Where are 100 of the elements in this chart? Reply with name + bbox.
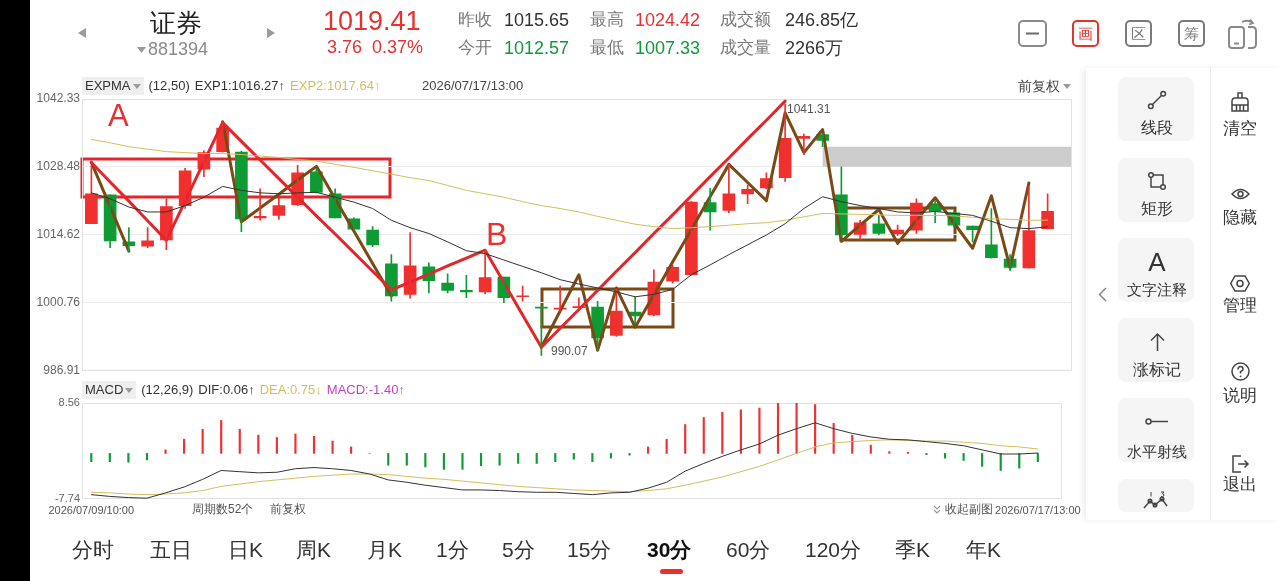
text: 画 [1072,20,1099,47]
text: 矩形 [1141,200,1173,217]
bar [721,411,724,454]
text: 说明 [1223,386,1257,405]
text: 五日 [150,538,192,561]
text: DIF:0.06↑ [198,382,255,398]
y-tick-label: -7.74 [54,492,80,505]
text: 最低 [590,38,624,57]
text: 最高 [590,10,624,29]
bar [164,449,167,454]
bar [275,437,278,454]
text: 2266万 [785,38,844,58]
text: 1024.42 [635,10,701,30]
text: 涨标记 [1133,361,1181,378]
text: 1019.41 [323,6,421,36]
annotation: 1041.31 [787,102,831,116]
text: 管理 [1223,296,1257,315]
bar [424,453,427,468]
text: 分时 [72,538,114,561]
legend-title: EXPMA [85,78,131,94]
text: MACD:-1.40↑ [326,382,405,398]
text: 水平射线 [1127,443,1187,460]
text: EXP2:1017.64↑ [290,78,381,94]
bar [981,453,984,467]
bar [776,403,780,454]
text: 文字注释 [1127,281,1187,298]
text: 0.37% [372,37,424,57]
annotation: 990.07 [551,344,588,358]
text: 证券 [150,8,202,38]
bar [442,453,445,470]
bar [127,453,130,463]
text: 筹 [1178,20,1205,47]
bar [795,403,798,454]
y-tick-label: 1000.76 [36,295,81,310]
bar [387,453,390,466]
bar [145,453,149,461]
text: 1012.57 [504,38,570,58]
bar [183,438,186,454]
text: 2026/07/17/13:00 [422,78,524,93]
bar [684,424,687,454]
text: DEA:0.75↓ [259,382,322,398]
text: 1分 [436,538,469,561]
bar [628,453,631,456]
bar [888,451,891,454]
y-tick-label: 986.91 [43,363,81,378]
text: 季K [895,538,931,561]
bar [201,428,204,454]
text: 收起副图 [945,502,993,516]
annotation: B [486,216,508,252]
annotation: A [108,98,129,133]
bar [479,453,483,467]
text: 年K [966,538,1002,561]
bar [350,446,353,454]
text: 清空 [1223,119,1257,138]
text: (12,26,9) [141,382,194,398]
text: 周期数52个 [192,502,254,516]
bar [572,453,575,460]
bar [758,407,761,454]
text: 昨收 [458,10,492,29]
bar [517,453,520,464]
bar [591,453,594,462]
bar [647,446,650,454]
bar [554,453,557,462]
text: 线段 [1141,119,1173,136]
bar [238,428,241,454]
bar [702,417,705,454]
text: 1015.65 [504,10,570,30]
text: (12,50) [148,78,190,94]
text: 区 [1125,20,1152,47]
y-tick-label: 1028.48 [36,159,81,174]
bar [294,433,297,454]
text: 30分 [647,538,692,561]
text: 成交额 [720,10,771,29]
text: 前复权 [1018,78,1060,94]
text: 前复权 [270,502,306,516]
bar [312,436,316,454]
text: 周K [296,538,332,561]
bar [257,434,260,454]
bar [665,438,668,454]
bar [498,453,501,466]
bar [90,453,93,462]
y-tick-label: 1042.33 [36,91,81,106]
text: 1007.33 [635,38,701,58]
bar [405,453,408,466]
bar [461,453,464,470]
y-tick-label: 1014.62 [36,227,81,242]
text: 隐藏 [1223,208,1257,227]
text: 3.76 [327,37,363,57]
text: 881394 [148,39,209,59]
text: 退出 [1223,475,1257,494]
text: 日K [228,538,264,561]
text: 5分 [502,538,535,561]
bar [108,453,111,462]
text: 月K [367,538,403,561]
text: 成交量 [720,38,771,57]
text: 15分 [567,538,612,561]
bar [869,444,872,454]
text: 120分 [805,538,862,561]
bar [962,453,965,461]
bar [331,440,334,454]
